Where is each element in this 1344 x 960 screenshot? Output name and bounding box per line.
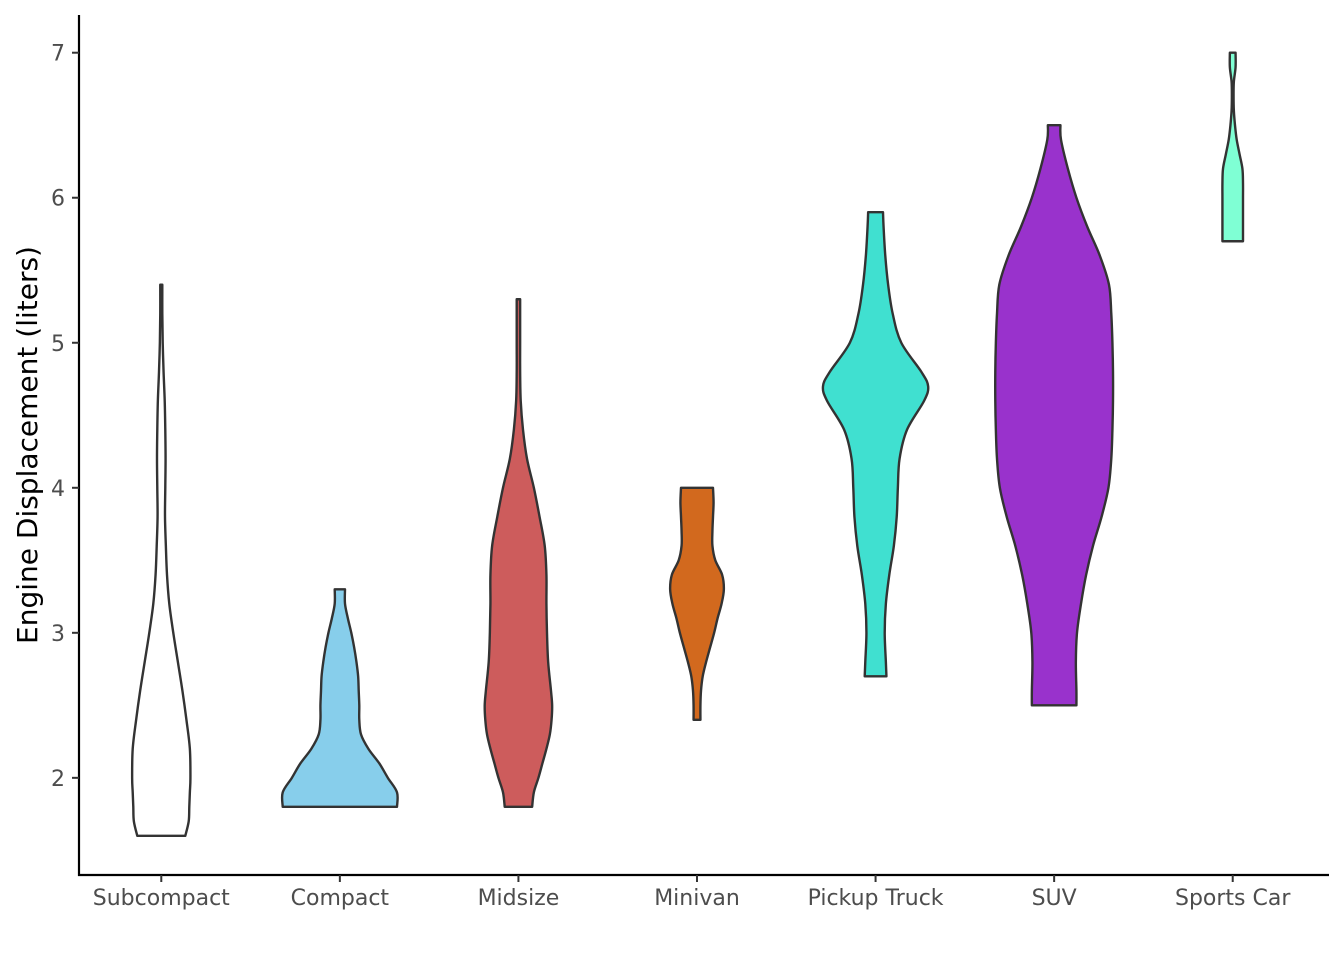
y-tick-label: 7: [51, 42, 65, 67]
y-tick-label: 6: [51, 187, 65, 212]
violin-group: [130, 51, 1245, 838]
violin-subcompact: [130, 283, 192, 838]
violin-compact: [280, 588, 399, 809]
x-ticks: Subcompact Compact Midsize Minivan Pickup Tr…: [93, 875, 1291, 911]
x-tick-label-subcompact: Subcompact: [93, 886, 230, 911]
violin-suv: [994, 124, 1115, 707]
x-tick-label-midsize: Midsize: [478, 886, 560, 911]
violin-pickup-truck: [821, 211, 930, 678]
y-tick-label: 2: [51, 767, 65, 792]
y-tick-label: 3: [51, 622, 65, 647]
y-axis-title: Engine Displacement (liters): [11, 246, 44, 644]
x-tick-label-pickup-truck: Pickup Truck: [808, 886, 944, 911]
violin-minivan: [668, 486, 726, 722]
x-tick-label-compact: Compact: [291, 886, 390, 911]
x-tick-label-sports-car: Sports Car: [1175, 886, 1291, 911]
axes: [77, 15, 1329, 877]
y-tick-label: 5: [51, 332, 65, 357]
violin-midsize: [483, 298, 554, 809]
violin-sports-car: [1221, 51, 1245, 243]
y-tick-label: 4: [51, 477, 65, 502]
y-ticks: 2 3 4 5 6 7: [51, 42, 79, 792]
x-tick-label-suv: SUV: [1032, 886, 1077, 911]
x-tick-label-minivan: Minivan: [654, 886, 740, 911]
